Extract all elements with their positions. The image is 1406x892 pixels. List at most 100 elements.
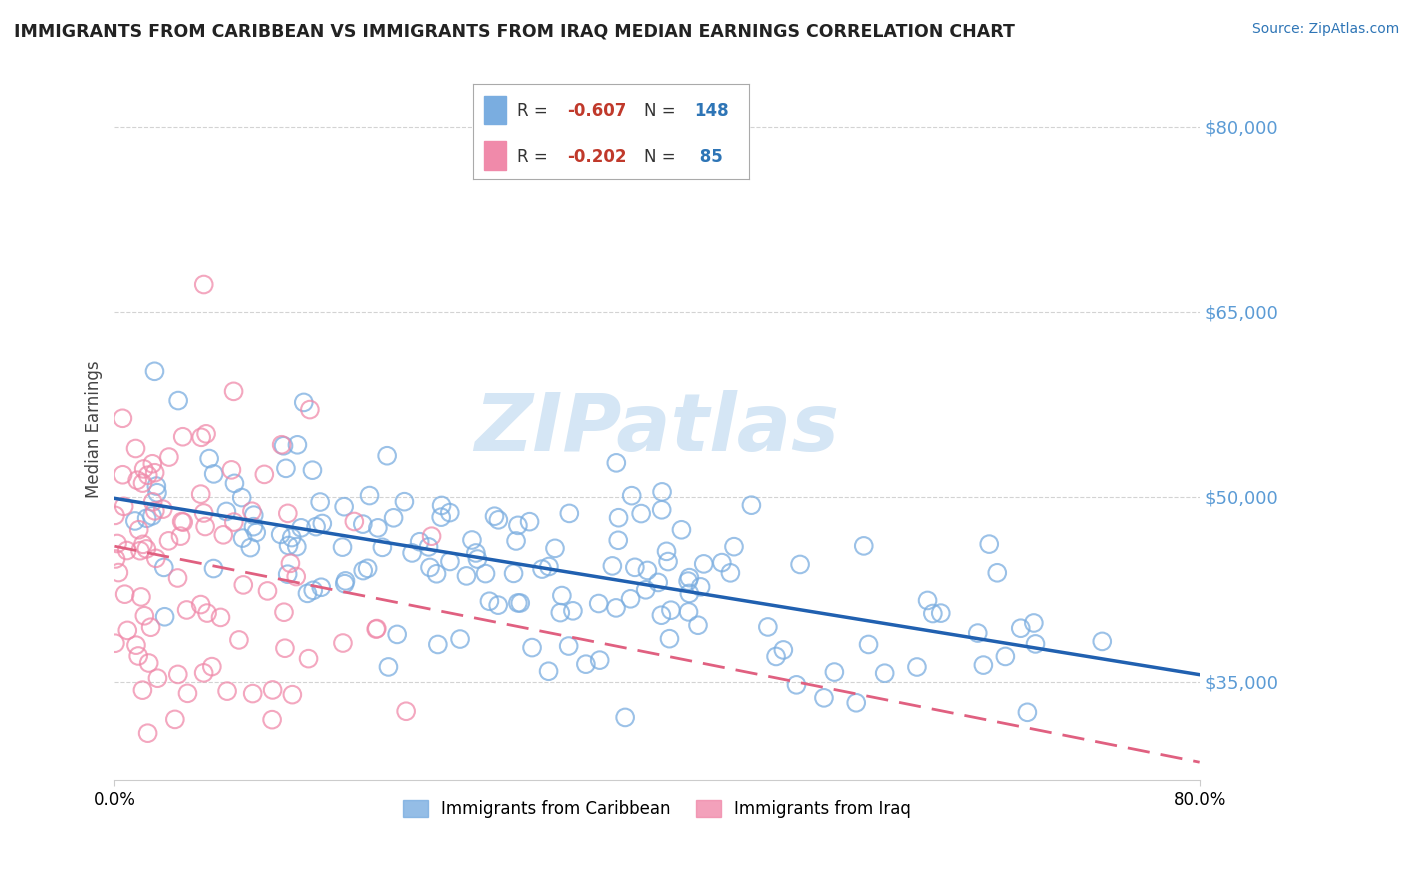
Text: IMMIGRANTS FROM CARIBBEAN VS IMMIGRANTS FROM IRAQ MEDIAN EARNINGS CORRELATION CH: IMMIGRANTS FROM CARIBBEAN VS IMMIGRANTS … bbox=[14, 22, 1015, 40]
Point bbox=[502, 566, 524, 581]
Point bbox=[212, 528, 235, 542]
Point bbox=[193, 665, 215, 680]
Point bbox=[157, 450, 180, 464]
Point bbox=[172, 515, 194, 529]
Point bbox=[311, 516, 333, 531]
Point bbox=[117, 624, 139, 638]
Point bbox=[352, 564, 374, 578]
Point bbox=[449, 632, 471, 646]
Point bbox=[136, 468, 159, 483]
Point bbox=[135, 511, 157, 525]
Point bbox=[418, 540, 440, 554]
Point bbox=[426, 566, 449, 581]
Point bbox=[143, 364, 166, 378]
Point bbox=[509, 596, 531, 610]
Point bbox=[128, 523, 150, 537]
Point bbox=[659, 603, 682, 617]
Point bbox=[484, 509, 506, 524]
Point bbox=[917, 593, 939, 607]
Point bbox=[356, 561, 378, 575]
Point bbox=[297, 586, 319, 600]
Point bbox=[273, 605, 295, 619]
Point bbox=[972, 658, 994, 673]
Point bbox=[366, 622, 388, 636]
Point bbox=[1022, 615, 1045, 630]
Point bbox=[614, 710, 637, 724]
Point bbox=[152, 502, 174, 516]
Point bbox=[152, 560, 174, 574]
Point bbox=[589, 653, 612, 667]
Point bbox=[273, 439, 295, 453]
Point bbox=[548, 606, 571, 620]
Point bbox=[135, 541, 157, 556]
Point bbox=[385, 627, 408, 641]
Point bbox=[658, 632, 681, 646]
Point bbox=[636, 564, 658, 578]
Point bbox=[1010, 621, 1032, 635]
Point bbox=[367, 521, 389, 535]
Point bbox=[723, 540, 745, 554]
Point bbox=[858, 637, 880, 651]
Point bbox=[561, 604, 583, 618]
Point bbox=[333, 500, 356, 514]
Point bbox=[114, 587, 136, 601]
Point bbox=[1024, 637, 1046, 651]
Point bbox=[478, 594, 501, 608]
Point bbox=[309, 580, 332, 594]
Point bbox=[689, 580, 711, 594]
Point bbox=[201, 659, 224, 673]
Point bbox=[408, 534, 430, 549]
Point bbox=[905, 660, 928, 674]
Point bbox=[430, 510, 453, 524]
Point bbox=[136, 726, 159, 740]
Point bbox=[145, 479, 167, 493]
Point bbox=[740, 498, 762, 512]
Point bbox=[170, 515, 193, 529]
Point bbox=[138, 656, 160, 670]
Point bbox=[193, 506, 215, 520]
Point bbox=[823, 665, 845, 679]
Point bbox=[176, 603, 198, 617]
Point bbox=[277, 507, 299, 521]
Point bbox=[193, 277, 215, 292]
Point bbox=[359, 489, 381, 503]
Point bbox=[242, 519, 264, 533]
Point bbox=[921, 607, 943, 621]
Point bbox=[558, 507, 581, 521]
Point bbox=[655, 544, 678, 558]
Legend: Immigrants from Caribbean, Immigrants from Iraq: Immigrants from Caribbean, Immigrants fr… bbox=[396, 793, 918, 825]
Point bbox=[305, 519, 328, 533]
Point bbox=[352, 517, 374, 532]
Point bbox=[486, 598, 509, 612]
Point bbox=[228, 632, 250, 647]
Point bbox=[280, 531, 302, 545]
Point bbox=[242, 687, 264, 701]
Point bbox=[132, 462, 155, 476]
Point bbox=[157, 533, 180, 548]
Point bbox=[141, 457, 163, 471]
Point bbox=[190, 598, 212, 612]
Point bbox=[281, 688, 304, 702]
Point bbox=[231, 491, 253, 505]
Point bbox=[270, 527, 292, 541]
Point bbox=[215, 504, 238, 518]
Point bbox=[143, 466, 166, 480]
Point bbox=[634, 582, 657, 597]
Point bbox=[371, 541, 394, 555]
Point bbox=[464, 546, 486, 560]
Point bbox=[253, 467, 276, 482]
Point bbox=[602, 558, 624, 573]
Point bbox=[456, 569, 478, 583]
Point bbox=[239, 541, 262, 555]
Point bbox=[143, 504, 166, 518]
Point bbox=[169, 529, 191, 543]
Point bbox=[1017, 706, 1039, 720]
Point bbox=[575, 657, 598, 672]
Point bbox=[557, 639, 579, 653]
Point bbox=[619, 591, 641, 606]
Point bbox=[145, 551, 167, 566]
Point bbox=[605, 456, 627, 470]
Point bbox=[537, 665, 560, 679]
Point bbox=[277, 567, 299, 582]
Point bbox=[129, 543, 152, 558]
